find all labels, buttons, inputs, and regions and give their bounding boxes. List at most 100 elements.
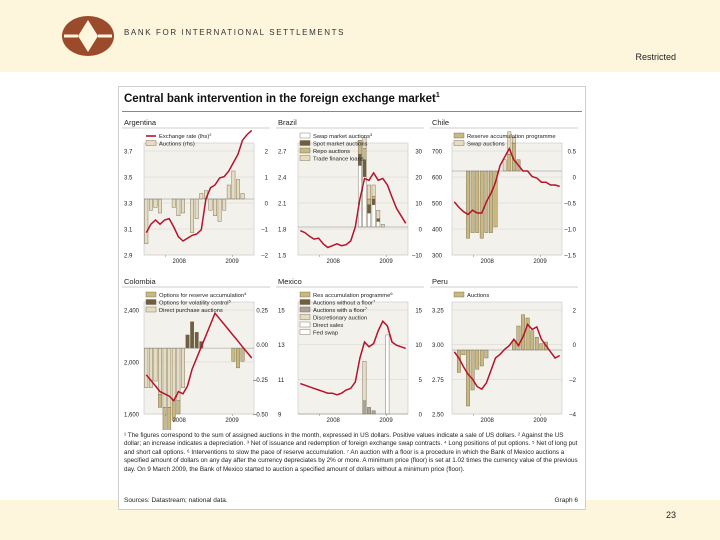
left-tick-label: 3.00: [432, 343, 444, 349]
bar-spot-market-auctions: [371, 198, 376, 205]
bar-auctions-rhs-: [158, 198, 162, 214]
chart-chile: Chile 700 600 500 400 300 0.5 0 –0.5 –1.0 –1.5 Rese…: [430, 118, 578, 265]
plot-area: [451, 142, 563, 256]
bar-auctions: [461, 349, 466, 355]
right-tick-label: 15: [415, 309, 422, 315]
right-tick-label: –1: [261, 228, 268, 234]
year-label: 2008: [173, 418, 187, 424]
footnotes: ¹ The figures correspond to the sum of a…: [124, 432, 578, 473]
bar-auctions-rhs-: [236, 179, 240, 200]
plot-area: [451, 301, 563, 415]
left-tick-label: 2.50: [432, 413, 444, 419]
legend-swatch: [145, 299, 157, 305]
bar-repo-auctions: [357, 140, 362, 155]
bar-reserve-accumulation-programme: [470, 170, 475, 233]
graph-label: Graph 6: [554, 497, 579, 504]
chart-brazil: Brazil 2.7 2.4 2.1 1.8 1.5 30 20 10 0 –10 Swap mark…: [276, 118, 424, 265]
bar-direct-purchase-auctions: [171, 347, 176, 402]
legend-swatch: [145, 306, 157, 313]
left-tick-label: 13: [278, 343, 285, 349]
legend-swatch: [299, 132, 311, 139]
legend-label: Options for reserve accumulation4: [159, 291, 247, 299]
page-number: 23: [665, 510, 676, 520]
left-tick-label: 500: [432, 202, 443, 208]
chart-country-title: Argentina: [124, 118, 157, 127]
bar-spot-market-auctions: [376, 218, 381, 222]
bar-auctions-rhs-: [148, 198, 153, 211]
legend-label: Swap market auctions3: [313, 132, 373, 140]
left-tick-label: 3.3: [124, 202, 133, 208]
legend-label: Trade finance loans: [313, 156, 364, 162]
bar-auctions-rhs-: [176, 198, 181, 216]
right-tick-label: –2: [569, 378, 576, 384]
bar-options-for-volatility-control: [185, 334, 190, 349]
chart-colombia: Colombia 2,400 2,000 1,600 0.25 0.00 –0.25 –0.5…: [122, 277, 270, 430]
bar-swap-auctions: [507, 131, 512, 155]
exchange-rate-line: [145, 129, 253, 242]
left-tick-label: 2.75: [432, 378, 444, 384]
legend-label: Spot market auctions: [313, 141, 368, 147]
legend-swatch: [299, 321, 311, 328]
legend-swatch: [299, 314, 311, 320]
bar-auctions-rhs-: [144, 198, 149, 244]
bar-trade-finance-loans: [367, 184, 371, 200]
year-label: 2008: [481, 259, 495, 265]
bar-swap-market-auctions: [376, 221, 381, 228]
bar-reserve-accumulation-programme: [475, 170, 480, 233]
bar-auctions-rhs-: [208, 198, 213, 211]
legend-label: Direct purchase auctions: [159, 308, 223, 314]
exchange-rate-line: [453, 322, 561, 391]
legend-note: 2: [209, 132, 212, 137]
exchange-rate-line: [453, 146, 560, 216]
figure-title: Central bank intervention in the foreign…: [124, 92, 440, 105]
bar-auctions: [470, 349, 475, 391]
restricted-label: Restricted: [635, 52, 676, 62]
bar-swap-market-auctions: [371, 204, 376, 228]
legend-note: 7: [373, 298, 376, 303]
bar-direct-purchase-auctions: [162, 347, 167, 408]
legend-swatch: [299, 155, 311, 161]
bar-options-for-reserve-accumulation: [176, 400, 181, 415]
bar-options-for-reserve-accumulation: [231, 347, 236, 362]
header-band: [0, 0, 720, 72]
left-tick-label: 1,600: [124, 413, 140, 419]
sources: Sources: Datastream; national data.: [124, 497, 228, 504]
bar-options-for-volatility-control: [194, 332, 199, 349]
bar-direct-purchase-auctions: [144, 347, 149, 388]
legend-label: Direct sales: [313, 323, 343, 329]
right-tick-label: 0: [573, 176, 577, 182]
bar-spot-market-auctions: [362, 159, 367, 177]
chart-country-title: Colombia: [124, 277, 157, 286]
right-tick-label: 2: [265, 150, 269, 156]
legend-label: Auctions with a floor7: [313, 306, 368, 314]
legend-swatch: [453, 140, 465, 146]
legend-swatch: [145, 140, 157, 146]
left-tick-label: 3.7: [124, 150, 133, 156]
year-label: 2008: [481, 418, 495, 424]
exchange-rate-line: [300, 171, 407, 249]
right-tick-label: 0: [573, 343, 577, 349]
year-label: 2009: [533, 259, 547, 265]
bar-auctions: [466, 349, 470, 407]
bar-trade-finance-loans: [380, 223, 385, 228]
bar-reserve-accumulation-programme: [466, 170, 470, 239]
bar-auctions-rhs-: [222, 198, 227, 211]
bar-auctions: [475, 349, 480, 370]
legend-swatch: [453, 132, 465, 139]
bar-auctions: [479, 349, 484, 367]
bis-logo-icon: [62, 16, 114, 56]
bar-spot-market-auctions: [367, 204, 371, 214]
bar-auctions-rhs-: [194, 198, 199, 219]
left-tick-label: 11: [278, 378, 285, 384]
bar-discretionary-auction: [362, 361, 367, 402]
legend-note: 3: [370, 132, 373, 137]
legend-note: 6: [390, 291, 393, 296]
year-label: 2009: [225, 418, 239, 424]
bar-options-for-reserve-accumulation: [240, 347, 245, 362]
year-label: 2008: [327, 259, 341, 265]
left-tick-label: 2,400: [124, 309, 140, 315]
bar-options-for-reserve-accumulation: [158, 394, 162, 408]
legend-swatch: [299, 291, 311, 298]
left-tick-label: 3.1: [124, 228, 133, 234]
plot-area: [297, 301, 409, 415]
